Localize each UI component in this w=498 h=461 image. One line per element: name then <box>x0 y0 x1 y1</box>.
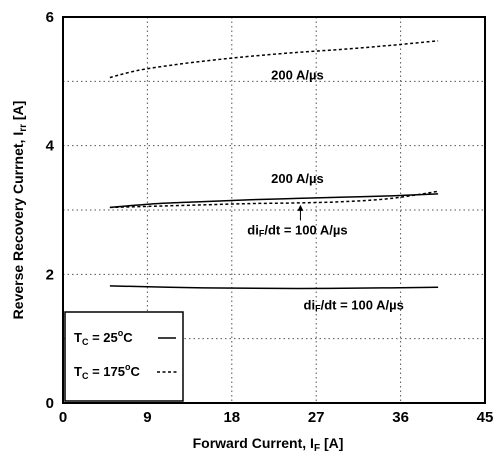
legend-entry-label: TC = 25oC <box>74 328 133 347</box>
y-tick-label: 0 <box>46 395 54 412</box>
curve-label: diF/dt = 100 A/µs <box>304 298 404 314</box>
series-line-tc175-200 <box>109 40 439 79</box>
annotations: 200 A/µs 200 A/µs diF/dt = 100 A/µs diF/dt … <box>247 67 404 313</box>
plot-area <box>109 40 439 290</box>
x-tick-label: 9 <box>143 409 151 426</box>
y-axis-label: Reverse Recovery Currnet, Irr [A] <box>10 101 29 320</box>
x-tick-label: 0 <box>59 409 67 426</box>
legend-box <box>64 311 184 402</box>
x-tick-label: 27 <box>308 409 325 426</box>
grid <box>63 17 485 403</box>
y-tick-label: 2 <box>46 266 54 283</box>
tick-labels: 0 9 18 27 36 45 0 2 4 6 <box>46 9 494 426</box>
curve-label: diF/dt = 100 A/µs <box>247 222 347 238</box>
series-line-tc25-200 <box>109 193 439 209</box>
axis-labels: Forward Current, IF [A] Reverse Recovery … <box>10 101 343 454</box>
y-tick-label: 4 <box>46 138 55 155</box>
x-tick-label: 18 <box>223 409 240 426</box>
curve-label: 200 A/µs <box>271 67 324 82</box>
x-tick-label: 36 <box>392 409 409 426</box>
series-line-tc175-100 <box>109 190 439 209</box>
legend: TC = 25oC TC = 175oC <box>64 311 184 402</box>
series-line-tc25-100 <box>109 285 439 290</box>
plot-frame <box>62 16 486 404</box>
arrow-head <box>297 204 304 211</box>
y-tick-label: 6 <box>46 9 54 26</box>
x-axis-label: Forward Current, IF [A] <box>193 435 344 454</box>
x-tick-label: 45 <box>477 409 494 426</box>
curve-label: 200 A/µs <box>271 171 324 186</box>
legend-entry-label: TC = 175oC <box>74 362 140 381</box>
